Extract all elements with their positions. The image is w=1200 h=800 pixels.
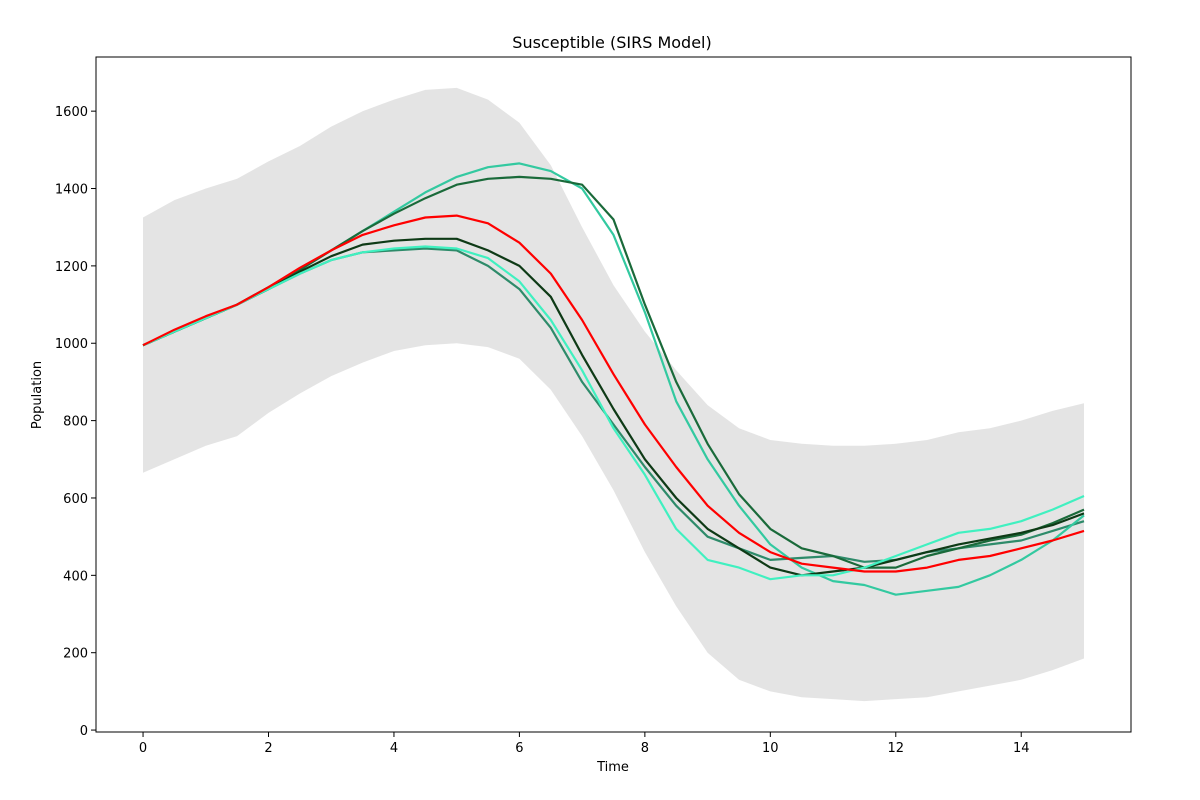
y-tick-label: 600 xyxy=(63,492,88,507)
x-tick-label: 0 xyxy=(139,741,147,756)
series-layer xyxy=(142,162,1085,596)
y-axis: 0 200 400 600 800 1000 1200 1400 1600 xyxy=(55,105,96,739)
y-tick-label: 1000 xyxy=(55,337,88,352)
series-line-4 xyxy=(142,237,1085,577)
y-tick-label: 400 xyxy=(63,569,88,584)
x-tick-label: 8 xyxy=(641,741,649,756)
x-axis: 0 2 4 6 8 10 12 14 xyxy=(139,732,1030,756)
y-tick-label: 1200 xyxy=(55,260,88,275)
band-layer xyxy=(143,87,1084,702)
series-line-5 xyxy=(142,245,1085,581)
y-tick-label: 0 xyxy=(80,724,88,739)
x-tick-label: 2 xyxy=(264,741,272,756)
y-tick-label: 1600 xyxy=(55,105,88,120)
chart-title: Susceptible (SIRS Model) xyxy=(512,33,711,52)
x-tick-label: 4 xyxy=(390,741,398,756)
y-tick-label: 200 xyxy=(63,647,88,662)
x-tick-label: 6 xyxy=(515,741,523,756)
y-axis-label: Population xyxy=(30,361,45,429)
series-line-6 xyxy=(142,214,1085,573)
plot-frame xyxy=(95,56,1132,733)
range-band xyxy=(143,87,1084,702)
x-tick-label: 14 xyxy=(1013,741,1030,756)
y-tick-label: 1400 xyxy=(55,183,88,198)
series-line-3 xyxy=(142,175,1085,569)
x-axis-label: Time xyxy=(596,760,629,775)
y-tick-label: 800 xyxy=(63,415,88,430)
x-tick-label: 10 xyxy=(762,741,779,756)
x-tick-label: 12 xyxy=(887,741,904,756)
